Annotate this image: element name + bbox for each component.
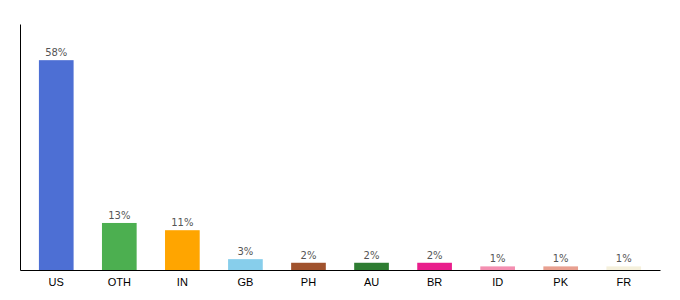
bar	[417, 263, 452, 270]
data-label: 13%	[108, 210, 130, 221]
data-labels: 58% 13% 11% 3% 2% 2% 2% 1% 1% 1%	[45, 47, 632, 264]
bars	[39, 60, 641, 270]
bar	[606, 266, 641, 270]
x-tick-label: US	[49, 276, 64, 288]
data-label: 1%	[490, 253, 506, 264]
x-tick: IN	[177, 276, 188, 288]
x-tick-label: FR	[616, 276, 631, 288]
x-tick: PK	[553, 276, 568, 288]
plot: US OTH IN GB PH AU BR ID PK FR 58% 13% 11% 3% 2% 2% 2% 1%…	[21, 25, 661, 288]
bar	[102, 223, 137, 270]
x-axis-line	[21, 270, 661, 271]
x-tick-label: PK	[553, 276, 568, 288]
bar	[543, 266, 578, 270]
x-tick-label: AU	[364, 276, 379, 288]
x-tick: AU	[364, 276, 379, 288]
data-label: 11%	[171, 217, 193, 228]
x-tick: PH	[301, 276, 316, 288]
x-tick-label: OTH	[108, 276, 131, 288]
x-tick-label: ID	[492, 276, 503, 288]
x-axis: US OTH IN GB PH AU BR ID PK FR	[21, 271, 661, 288]
bar	[228, 259, 263, 270]
bar	[480, 266, 515, 270]
data-label: 2%	[427, 250, 443, 261]
x-tick-label: GB	[237, 276, 253, 288]
data-label: 1%	[616, 253, 632, 264]
x-tick-label: BR	[427, 276, 442, 288]
data-label: 2%	[301, 250, 317, 261]
x-tick: GB	[237, 276, 253, 288]
x-tick: US	[49, 276, 64, 288]
y-axis-line	[20, 25, 21, 271]
x-tick: ID	[492, 276, 503, 288]
chart: US OTH IN GB PH AU BR ID PK FR 58% 13% 11% 3% 2% 2% 2% 1%…	[0, 0, 680, 300]
data-label: 3%	[237, 246, 253, 257]
bar	[165, 230, 200, 270]
bar	[291, 263, 326, 270]
data-label: 58%	[45, 47, 67, 58]
data-label: 2%	[364, 250, 380, 261]
x-tick: OTH	[108, 276, 131, 288]
bar	[39, 60, 74, 270]
x-tick-label: PH	[301, 276, 316, 288]
y-axis	[20, 25, 21, 271]
x-tick: BR	[427, 276, 442, 288]
bar	[354, 263, 389, 270]
x-tick: FR	[616, 276, 631, 288]
x-tick-label: IN	[177, 276, 188, 288]
data-label: 1%	[553, 253, 569, 264]
